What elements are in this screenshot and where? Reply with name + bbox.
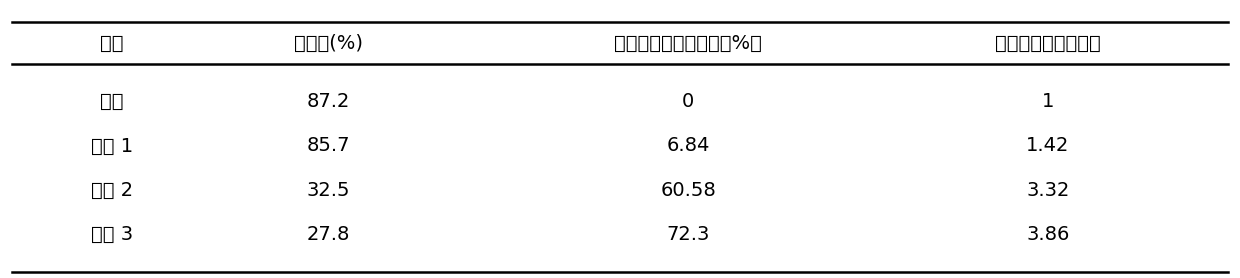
Text: 根系生物量增加倍数: 根系生物量增加倍数 <box>994 34 1101 53</box>
Text: 72.3: 72.3 <box>667 225 709 244</box>
Text: 60.58: 60.58 <box>661 181 715 200</box>
Text: 85.7: 85.7 <box>306 136 351 155</box>
Text: 3.32: 3.32 <box>1027 181 1069 200</box>
Text: 处理: 处理 <box>100 34 123 53</box>
Text: 27.8: 27.8 <box>308 225 350 244</box>
Text: 处理 2: 处理 2 <box>91 181 133 200</box>
Text: 87.2: 87.2 <box>308 92 350 111</box>
Text: 处理 1: 处理 1 <box>91 136 133 155</box>
Text: 染病叶片减少百分数（%）: 染病叶片减少百分数（%） <box>614 34 763 53</box>
Text: 发病率(%): 发病率(%) <box>294 34 363 53</box>
Text: 0: 0 <box>682 92 694 111</box>
Text: 对照: 对照 <box>100 92 123 111</box>
Text: 1.42: 1.42 <box>1027 136 1069 155</box>
Text: 3.86: 3.86 <box>1027 225 1069 244</box>
Text: 处理 3: 处理 3 <box>91 225 133 244</box>
Text: 6.84: 6.84 <box>667 136 709 155</box>
Text: 32.5: 32.5 <box>306 181 351 200</box>
Text: 1: 1 <box>1042 92 1054 111</box>
